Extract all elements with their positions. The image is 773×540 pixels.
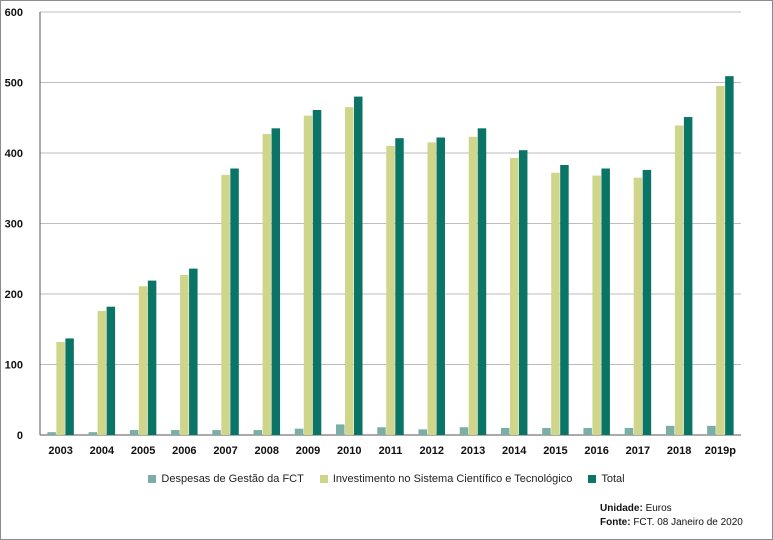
y-tick-label: 400 bbox=[5, 148, 23, 160]
bar-investimento bbox=[303, 115, 313, 435]
bar-despesas bbox=[47, 432, 56, 435]
legend-item-total: Total bbox=[588, 473, 625, 485]
bar-despesas bbox=[459, 427, 469, 435]
bar-despesas bbox=[88, 432, 98, 435]
bar-total bbox=[642, 169, 652, 436]
bar-investimento bbox=[221, 174, 230, 436]
bar-investimento bbox=[592, 175, 601, 435]
bar-investimento bbox=[674, 125, 684, 435]
bar-investimento bbox=[262, 133, 272, 435]
bar-despesas bbox=[129, 430, 139, 435]
bar-total bbox=[518, 150, 528, 435]
bar-total bbox=[271, 128, 281, 435]
bar-investimento bbox=[97, 310, 107, 435]
bar-investimento bbox=[138, 286, 148, 435]
legend-label-total: Total bbox=[601, 473, 625, 485]
x-tick-label: 2018 bbox=[667, 445, 691, 457]
x-tick-label: 2006 bbox=[172, 445, 196, 457]
bar-investimento bbox=[633, 177, 643, 436]
bar-total bbox=[230, 168, 239, 435]
x-tick-label: 2008 bbox=[255, 445, 279, 457]
bar-investimento bbox=[427, 142, 436, 436]
bar-total bbox=[106, 306, 116, 435]
bar-total bbox=[395, 138, 404, 435]
bar-despesas bbox=[500, 427, 510, 435]
bar-despesas bbox=[212, 430, 221, 435]
bar-despesas bbox=[418, 429, 427, 435]
x-tick-label: 2017 bbox=[626, 445, 650, 457]
x-tick-label: 2004 bbox=[90, 445, 115, 457]
unit-value: Euros bbox=[645, 503, 672, 514]
legend: Despesas de Gestão da FCT Investimento n… bbox=[0, 473, 773, 485]
x-tick-label: 2009 bbox=[296, 445, 320, 457]
bar-despesas bbox=[665, 425, 675, 435]
bar-total bbox=[683, 117, 693, 436]
bar-despesas bbox=[583, 427, 592, 435]
bar-total bbox=[65, 338, 74, 435]
bar-despesas bbox=[171, 430, 180, 435]
bar-despesas bbox=[336, 424, 345, 435]
bar-total bbox=[312, 109, 322, 436]
x-tick-label: 2016 bbox=[584, 445, 608, 457]
legend-label-investimento: Investimento no Sistema Científico e Tec… bbox=[332, 473, 573, 485]
x-tick-label: 2005 bbox=[131, 445, 155, 457]
unit-label: Unidade: bbox=[600, 503, 643, 514]
bar-investimento bbox=[345, 107, 354, 436]
bar-investimento bbox=[551, 172, 560, 436]
x-tick-label: 2007 bbox=[213, 445, 237, 457]
bar-total bbox=[436, 137, 445, 436]
x-tick-label: 2011 bbox=[379, 445, 403, 457]
y-tick-label: 200 bbox=[5, 289, 23, 301]
bar-total bbox=[560, 164, 569, 436]
x-tick-label: 2013 bbox=[461, 445, 485, 457]
bar-despesas bbox=[624, 427, 634, 435]
x-tick-label: 2019p bbox=[705, 445, 736, 457]
bar-investimento bbox=[468, 136, 478, 435]
legend-swatch-investimento bbox=[319, 475, 328, 483]
bar-despesas bbox=[542, 427, 551, 435]
bar-investimento bbox=[386, 145, 395, 435]
bar-despesas bbox=[707, 425, 716, 435]
source-value: FCT. 08 Janeiro de 2020 bbox=[633, 517, 743, 528]
bar-total bbox=[147, 280, 157, 435]
bar-investimento bbox=[509, 157, 519, 435]
legend-swatch-total bbox=[588, 475, 597, 483]
y-tick-label: 600 bbox=[5, 7, 23, 19]
bar-despesas bbox=[377, 427, 386, 435]
source-note: Fonte: FCT. 08 Janeiro de 2020 bbox=[600, 517, 743, 528]
x-tick-label: 2003 bbox=[48, 445, 72, 457]
x-tick-label: 2012 bbox=[419, 445, 443, 457]
bar-total bbox=[477, 128, 487, 435]
x-tick-label: 2014 bbox=[502, 445, 527, 457]
bar-investimento bbox=[716, 86, 725, 436]
bar-investimento bbox=[56, 341, 65, 435]
y-tick-label: 0 bbox=[17, 430, 23, 442]
bar-investimento bbox=[180, 274, 189, 435]
x-tick-label: 2015 bbox=[543, 445, 567, 457]
x-tick-label: 2010 bbox=[337, 445, 361, 457]
legend-item-investimento: Investimento no Sistema Científico e Tec… bbox=[319, 473, 573, 485]
bar-despesas bbox=[253, 430, 263, 435]
legend-swatch-despesas bbox=[148, 475, 157, 483]
bar-despesas bbox=[294, 428, 304, 435]
unit-note: Unidade: Euros bbox=[600, 503, 672, 514]
y-tick-label: 100 bbox=[5, 360, 23, 372]
legend-label-despesas: Despesas de Gestão da FCT bbox=[161, 473, 304, 485]
y-tick-label: 300 bbox=[5, 219, 23, 231]
bar-total bbox=[725, 76, 734, 435]
legend-item-despesas: Despesas de Gestão da FCT bbox=[148, 473, 304, 485]
source-label: Fonte: bbox=[600, 517, 631, 528]
bar-total bbox=[189, 268, 198, 435]
bar-total bbox=[601, 168, 610, 435]
bar-total bbox=[354, 96, 363, 435]
y-tick-label: 500 bbox=[5, 78, 23, 90]
